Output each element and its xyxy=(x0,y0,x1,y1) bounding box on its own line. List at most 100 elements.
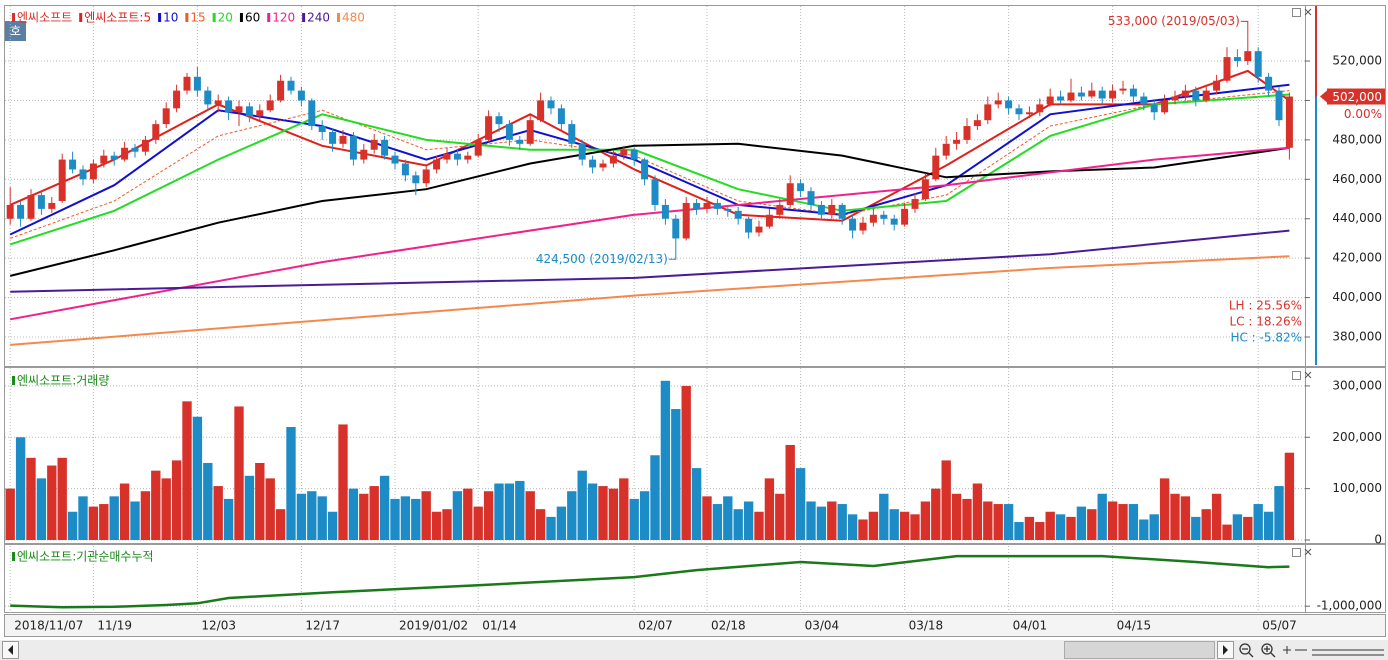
candle-body xyxy=(391,155,399,164)
x-tick-label: 04/01 xyxy=(1013,619,1048,633)
volume-bar xyxy=(1003,504,1014,540)
stat-label: HC : -5.82% xyxy=(1230,331,1302,345)
legend-swatch xyxy=(158,13,162,22)
y-tick-label: 0 xyxy=(1374,533,1382,547)
candle-body xyxy=(849,218,857,231)
volume-bar xyxy=(868,511,879,540)
candle-body xyxy=(838,204,846,219)
candle-body xyxy=(1109,90,1117,99)
volume-bar xyxy=(161,478,171,540)
volume-bar xyxy=(1263,511,1274,540)
volume-bar xyxy=(1232,514,1243,540)
legend-label: 엔씨소프트 xyxy=(17,11,72,25)
candle-body xyxy=(568,124,576,144)
candle-body xyxy=(984,104,992,121)
line-series xyxy=(10,255,1290,346)
x-tick-label: 2018/11/07 xyxy=(14,619,83,633)
volume-bar xyxy=(213,486,223,540)
candle-body xyxy=(859,222,867,231)
volume-bar xyxy=(338,424,348,540)
candle-body xyxy=(495,116,503,125)
price-flag-pointer xyxy=(1320,90,1327,103)
volume-bar xyxy=(535,509,546,540)
candle-body xyxy=(6,204,14,219)
candle-body xyxy=(786,183,794,205)
candle-body xyxy=(1233,57,1241,62)
legend-swatch xyxy=(337,13,341,22)
zoom-in[interactable] xyxy=(1261,643,1276,658)
candle-body xyxy=(37,195,45,209)
maximize-button[interactable] xyxy=(1292,371,1301,380)
scroll-thumb[interactable] xyxy=(1064,641,1215,659)
candle-body xyxy=(27,195,35,219)
volume-bar xyxy=(1087,509,1097,540)
candle-body xyxy=(745,218,753,233)
volume-bar xyxy=(1045,511,1055,540)
volume-bar xyxy=(307,491,317,540)
candle-body xyxy=(557,108,565,125)
stat-label: LH : 25.56% xyxy=(1229,299,1302,313)
candle-body xyxy=(641,159,649,180)
volume-bar xyxy=(941,460,951,540)
candle-body xyxy=(817,204,825,215)
window-buttons[interactable] xyxy=(1292,8,1312,557)
candle-body xyxy=(297,90,305,101)
volume-bar xyxy=(390,498,400,540)
annotation: 424,500 (2019/02/13) xyxy=(536,252,668,266)
volume-bar xyxy=(431,511,442,540)
price-change: 0.00% xyxy=(1344,107,1382,121)
volume-bar xyxy=(1149,514,1159,540)
volume-bar xyxy=(847,514,858,540)
candle-body xyxy=(131,147,139,152)
candle-body xyxy=(682,202,690,239)
volume-bar xyxy=(140,491,151,540)
volume-bar xyxy=(795,468,806,540)
volume-bar xyxy=(1201,509,1211,540)
volume-bar xyxy=(1274,486,1284,540)
close-button[interactable] xyxy=(1304,8,1312,556)
candle-body xyxy=(1098,90,1106,99)
scroll-track[interactable] xyxy=(0,640,1388,660)
scrollbar[interactable] xyxy=(0,640,1388,660)
candle-body xyxy=(1057,96,1065,101)
volume-bar xyxy=(1222,524,1232,540)
volume-bar xyxy=(1243,516,1253,540)
volume-bar xyxy=(691,468,702,540)
y-tick-label: 520,000 xyxy=(1332,54,1382,68)
y-tick-label: 100,000 xyxy=(1332,481,1382,495)
volume-bar xyxy=(463,488,473,540)
volume-bar xyxy=(743,501,754,540)
zoom-slider[interactable] xyxy=(1283,646,1384,656)
candle-body xyxy=(1161,100,1169,113)
volume-bar xyxy=(223,498,234,540)
candle-body xyxy=(349,135,357,160)
candle-body xyxy=(152,124,160,140)
candle-body xyxy=(256,110,264,117)
volume-bar xyxy=(1107,501,1118,540)
volume-bar xyxy=(265,478,275,540)
volume-bar xyxy=(619,478,629,540)
legend-swatch xyxy=(12,13,15,22)
x-tick-label: 01/14 xyxy=(482,619,517,633)
price-flag-label: 502,000 xyxy=(1332,90,1382,104)
candle-body xyxy=(69,159,77,170)
maximize-button[interactable] xyxy=(1292,548,1301,557)
candle-body xyxy=(797,183,805,192)
candle-body xyxy=(266,100,274,111)
zoom-out[interactable] xyxy=(1239,643,1254,658)
volume-bar xyxy=(234,406,244,540)
x-tick-label: 11/19 xyxy=(97,619,132,633)
candle-body xyxy=(474,139,482,156)
candle-body xyxy=(547,100,555,109)
maximize-button[interactable] xyxy=(1292,8,1301,17)
volume-bar xyxy=(899,511,910,540)
candle-body xyxy=(953,139,961,144)
candle-body xyxy=(79,169,87,180)
price-panel xyxy=(4,5,1386,367)
volume-bar xyxy=(733,509,743,540)
x-tick-label: 12/17 xyxy=(305,619,340,633)
candle-body xyxy=(360,149,368,160)
volume-bar xyxy=(182,401,192,540)
